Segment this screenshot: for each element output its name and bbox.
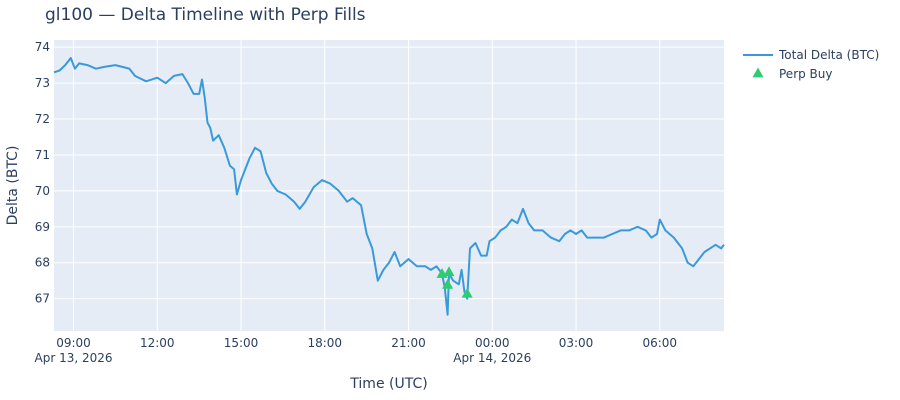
perp-buy-marker — [461, 287, 473, 298]
y-axis-title: Delta (BTC) — [5, 146, 21, 226]
y-tick-label: 70 — [35, 184, 50, 198]
triangle-up-icon — [752, 67, 764, 78]
x-gridlines — [73, 40, 661, 331]
y-tick-label: 71 — [35, 148, 50, 162]
perp-buy-marker — [442, 278, 454, 289]
legend-label-total-delta: Total Delta (BTC) — [778, 48, 879, 62]
x-tick-label: 21:00 — [391, 336, 426, 350]
legend[interactable]: Total Delta (BTC) Perp Buy — [743, 48, 879, 81]
y-tick-label: 67 — [35, 292, 50, 306]
x-tick-label: 09:00 — [56, 336, 91, 350]
plot-area — [53, 40, 725, 331]
x-tick-label: 15:00 — [224, 336, 259, 350]
y-tick-label: 72 — [35, 112, 50, 126]
x-tick-label: 12:00 — [140, 336, 175, 350]
y-tick-label: 69 — [35, 220, 50, 234]
plot-background — [54, 40, 724, 331]
x-tick-label: 06:00 — [642, 336, 677, 350]
y-axis-ticks: 67 68 69 70 71 72 73 74 — [35, 40, 50, 305]
series-layer — [53, 57, 725, 316]
legend-label-perp-buy: Perp Buy — [779, 67, 833, 81]
y-tick-label: 73 — [35, 76, 50, 90]
x-tick-label: 18:00 — [307, 336, 342, 350]
y-tick-label: 68 — [35, 256, 50, 270]
x-axis-title: Time (UTC) — [349, 376, 427, 392]
x-tick-label: 00:00 — [475, 336, 510, 350]
chart-title: gl100 — Delta Timeline with Perp Fills — [45, 5, 366, 25]
x-tick-date-label: Apr 14, 2026 — [453, 351, 531, 365]
x-tick-label: 03:00 — [559, 336, 594, 350]
x-tick-date-label: Apr 13, 2026 — [35, 351, 113, 365]
perp-buy-marker — [443, 266, 455, 277]
legend-item-perp-buy[interactable]: Perp Buy — [752, 67, 833, 81]
legend-item-total-delta[interactable]: Total Delta (BTC) — [743, 48, 879, 62]
series-line-total-delta — [53, 57, 725, 316]
y-tick-label: 74 — [35, 40, 50, 54]
